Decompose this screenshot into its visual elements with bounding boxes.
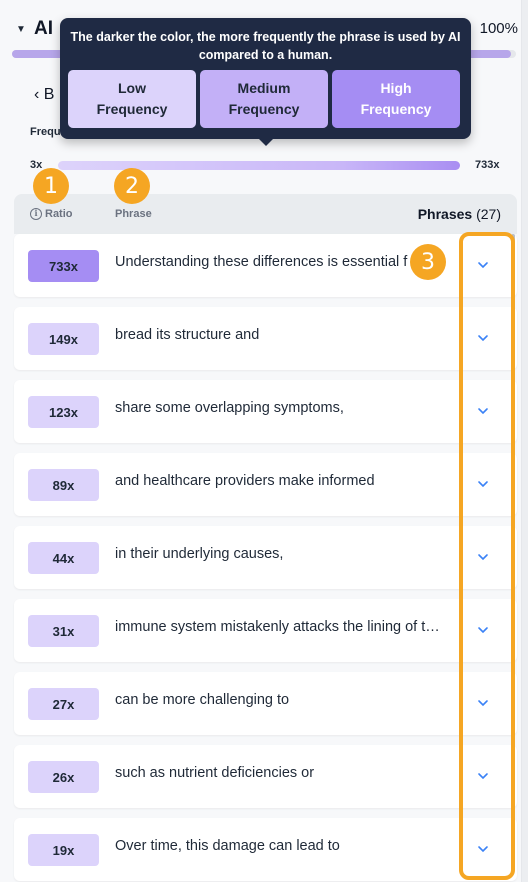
phrase-row[interactable]: 123x share some overlapping symptoms, <box>14 380 517 443</box>
section-header[interactable]: ▼ AI 100% <box>12 14 522 48</box>
frequency-legend: Low Frequency Medium Frequency High Freque… <box>68 70 460 128</box>
phrase-row[interactable]: 26x such as nutrient deficiencies or <box>14 745 517 808</box>
ai-percentage: 100% <box>479 20 518 37</box>
frequency-tooltip: The darker the color, the more frequentl… <box>60 18 471 146</box>
phrase-text: in their underlying causes, <box>115 546 284 562</box>
phrase-text: such as nutrient deficiencies or <box>115 765 315 781</box>
back-button[interactable]: ‹ B <box>34 86 55 103</box>
ratio-column-header[interactable]: i Ratio <box>30 208 73 220</box>
frequency-range-bar <box>58 161 460 170</box>
chevron-down-icon[interactable] <box>477 698 489 708</box>
phrase-row[interactable]: 44x in their underlying causes, <box>14 526 517 589</box>
info-icon[interactable]: i <box>30 208 42 220</box>
chevron-down-icon[interactable] <box>477 479 489 489</box>
phrase-row[interactable]: 149x bread its structure and <box>14 307 517 370</box>
phrase-row[interactable]: 27x can be more challenging to <box>14 672 517 735</box>
phrase-column-header: Phrase <box>115 208 152 220</box>
tooltip-text: The darker the color, the more frequentl… <box>70 30 461 62</box>
ratio-badge: 19x <box>28 834 99 866</box>
phrase-list: 733x Understanding these differences is e… <box>14 234 517 882</box>
ratio-badge: 26x <box>28 761 99 793</box>
section-title: AI <box>34 18 53 39</box>
chevron-down-icon[interactable] <box>477 552 489 562</box>
annotation-marker-3: 3 <box>410 244 446 280</box>
phrases-count-label: Phrases <box>417 206 473 222</box>
phrase-text: Over time, this damage can lead to <box>115 838 340 854</box>
phrase-text: immune system mistakenly attacks the lin… <box>115 619 440 635</box>
phrases-count-value: (27) <box>476 206 501 222</box>
annotation-marker-1: 1 <box>33 168 69 204</box>
phrase-row[interactable]: 31x immune system mistakenly attacks the … <box>14 599 517 662</box>
phrase-text: Understanding these differences is essen… <box>115 254 408 270</box>
range-max-label: 733x <box>475 159 500 171</box>
phrase-text: and healthcare providers make informed <box>115 473 375 489</box>
chevron-down-icon[interactable] <box>477 333 489 343</box>
ratio-badge: 27x <box>28 688 99 720</box>
chevron-down-icon[interactable] <box>477 625 489 635</box>
annotation-highlight-expand-column <box>459 232 515 880</box>
chevron-down-icon[interactable] <box>477 260 489 270</box>
ratio-badge: 123x <box>28 396 99 428</box>
annotation-marker-2: 2 <box>114 168 150 204</box>
legend-low: Low Frequency <box>68 70 196 128</box>
phrase-text: can be more challenging to <box>115 692 290 708</box>
phrase-text: bread its structure and <box>115 327 260 343</box>
phrase-row[interactable]: 19x Over time, this damage can lead to <box>14 818 517 881</box>
ratio-header-label: Ratio <box>45 208 73 220</box>
chevron-down-icon[interactable] <box>477 844 489 854</box>
legend-medium: Medium Frequency <box>200 70 328 128</box>
legend-high: High Frequency <box>332 70 460 128</box>
phrase-text: share some overlapping symptoms, <box>115 400 344 416</box>
phrases-count: Phrases (27) <box>418 206 501 222</box>
chevron-down-icon[interactable] <box>477 406 489 416</box>
ratio-badge: 733x <box>28 250 99 282</box>
phrase-row[interactable]: 89x and healthcare providers make informe… <box>14 453 517 516</box>
caret-down-icon[interactable]: ▼ <box>16 24 26 35</box>
ratio-badge: 89x <box>28 469 99 501</box>
range-min-label: 3x <box>30 159 43 171</box>
table-header: i Ratio Phrase Phrases (27) <box>14 194 517 234</box>
ratio-badge: 149x <box>28 323 99 355</box>
ratio-badge: 31x <box>28 615 99 647</box>
ratio-badge: 44x <box>28 542 99 574</box>
chevron-down-icon[interactable] <box>477 771 489 781</box>
